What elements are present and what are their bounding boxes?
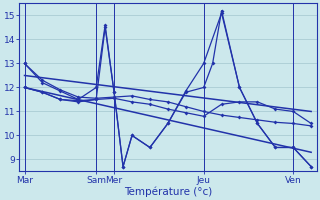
X-axis label: Température (°c): Température (°c) — [124, 186, 212, 197]
